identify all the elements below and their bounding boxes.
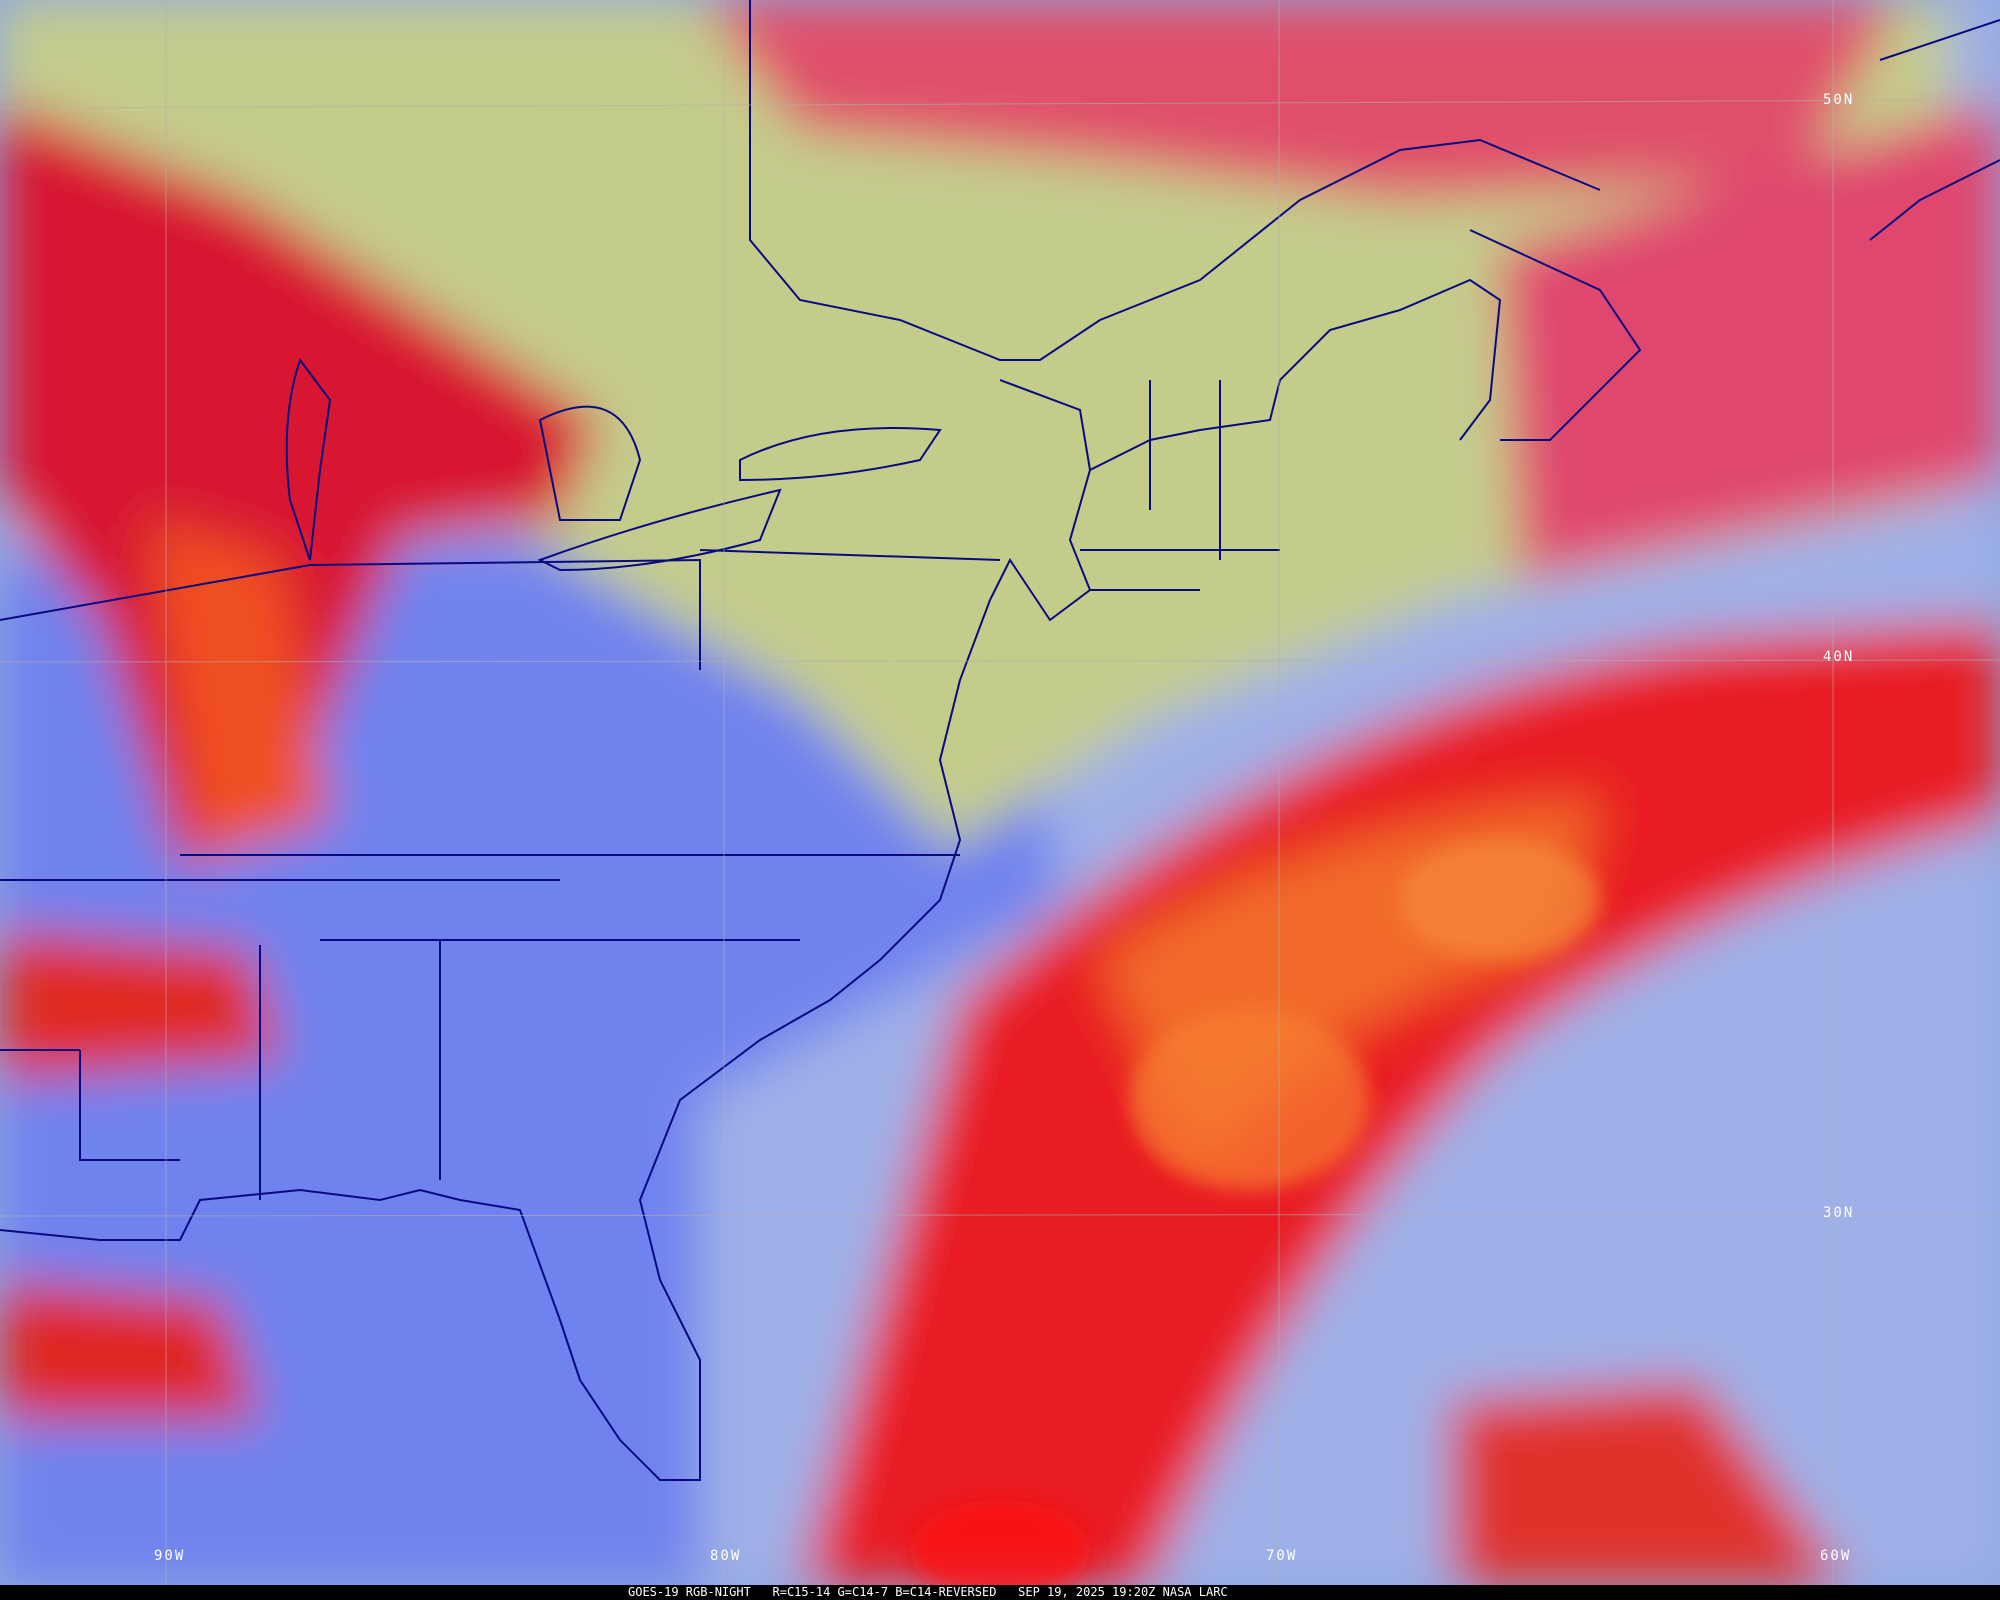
caption-text: GOES-19 RGB-NIGHT R=C15-14 G=C14-7 B=C14… xyxy=(628,1585,1228,1599)
caption-bar: GOES-19 RGB-NIGHT R=C15-14 G=C14-7 B=C14… xyxy=(0,1585,2000,1600)
lat-label-40n: 40N xyxy=(1823,649,1855,665)
lon-label-70w: 70W xyxy=(1266,1548,1298,1564)
lon-label-90w: 90W xyxy=(154,1548,186,1564)
coastlines-and-borders xyxy=(0,0,2000,1481)
lat-label-30n: 30N xyxy=(1823,1205,1855,1221)
lon-label-80w: 80W xyxy=(710,1548,742,1564)
lon-label-60w: 60W xyxy=(1820,1548,1852,1564)
lat-label-50n: 50N xyxy=(1823,92,1855,108)
